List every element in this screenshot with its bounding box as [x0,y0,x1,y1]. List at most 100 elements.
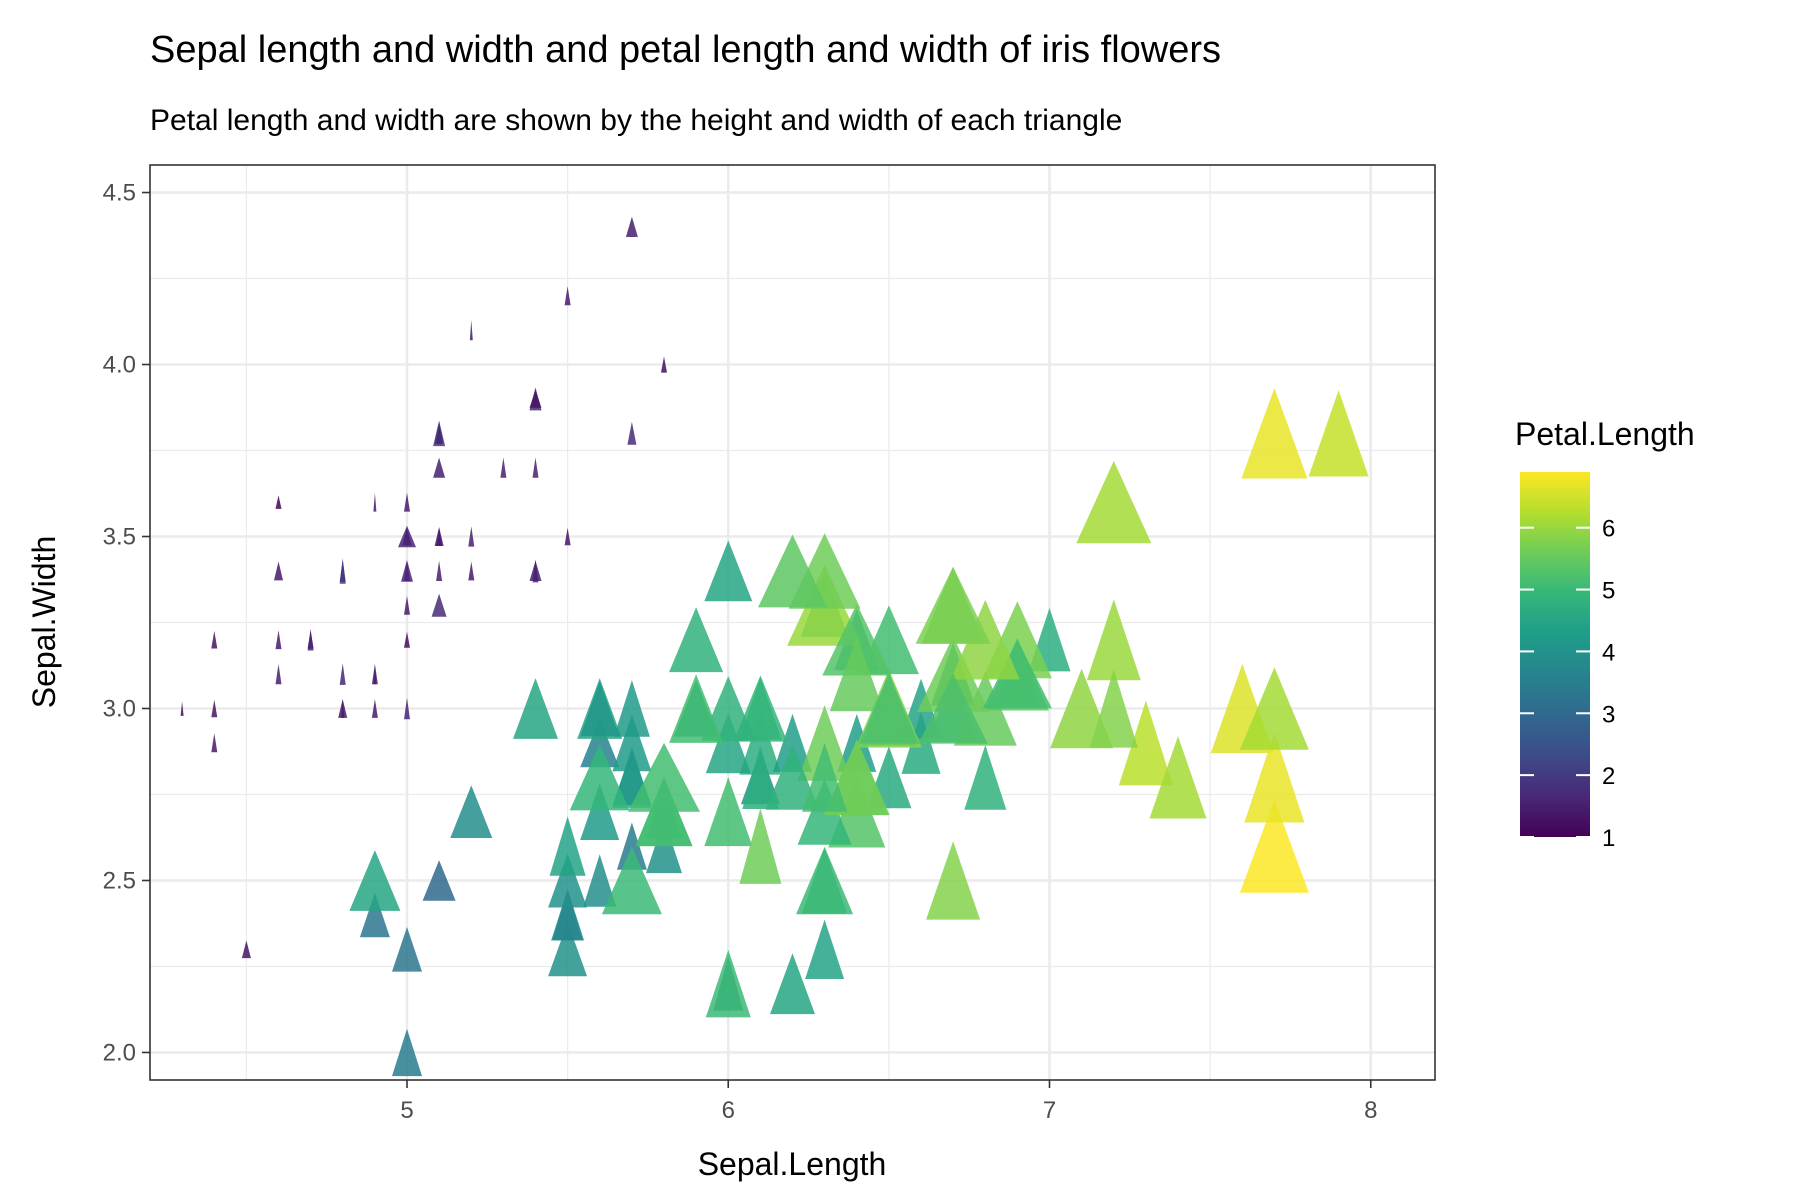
data-point [805,919,845,979]
data-point [1086,599,1141,681]
x-tick-label: 7 [1043,1097,1056,1124]
data-point [1308,390,1369,477]
data-point [436,422,443,445]
data-point [398,525,416,548]
data-point [404,697,410,720]
data-point [773,713,812,772]
data-point [371,699,378,718]
data-point [275,495,282,509]
x-tick-label: 8 [1364,1097,1377,1124]
data-point [580,680,620,737]
data-point [613,680,650,737]
data-point [434,527,444,546]
data-point [211,699,218,718]
data-point [371,664,378,685]
legend-ticks: 1 2 3 4 5 6 [1520,516,1615,852]
data-point [915,566,991,644]
data-point [392,927,422,972]
data-point [964,744,1007,810]
data-point [275,664,282,685]
data-point [705,712,751,774]
y-tick-label: 3.5 [103,524,136,551]
color-legend: Petal.Length 1 2 3 4 5 6 [1515,416,1695,852]
data-point [1118,700,1173,786]
x-tick-label: 5 [400,1097,413,1124]
data-point [468,561,475,581]
data-point [275,630,282,650]
data-point [742,745,779,809]
data-point [548,853,588,908]
data-point [1239,667,1309,750]
data-point [758,534,827,608]
data-point [601,846,662,915]
data-point [549,816,586,876]
data-point [1076,460,1152,544]
data-point [580,718,620,768]
data-point [739,808,782,884]
y-tick-label: 2.0 [103,1039,136,1066]
data-point [616,822,647,870]
chart-title: Sepal length and width and petal length … [150,29,1221,71]
data-point [450,785,493,838]
data-point [180,701,184,716]
data-point [796,846,854,915]
legend-tick-label: 1 [1602,825,1615,852]
y-axis-title: Sepal.Width [26,536,62,709]
data-point [802,742,848,812]
plot-border [149,164,1436,1081]
data-point [704,777,753,847]
data-point [404,595,410,615]
data-point [532,457,539,478]
chart-subtitle: Petal length and width are shown by the … [150,104,1122,137]
data-point [1241,388,1308,479]
data-point [359,892,390,938]
data-point [339,558,346,584]
data-point [241,940,251,959]
data-point [469,320,473,341]
legend-tick-label: 3 [1602,701,1615,728]
data-point [211,630,218,649]
data-point [404,492,410,512]
y-tick-label: 4.0 [103,352,136,379]
data-point [918,673,988,744]
data-point [704,540,753,602]
data-point [431,593,447,617]
legend-title: Petal.Length [1515,416,1695,452]
legend-tick-label: 4 [1602,639,1615,666]
data-point [705,949,751,1018]
data-point [1149,736,1207,819]
data-point [661,356,667,373]
data-point [401,560,413,582]
legend-tick-label: 5 [1602,578,1615,605]
data-point [580,783,620,840]
data-point [274,561,283,581]
data-point [392,1028,422,1077]
data-point [338,699,348,718]
data-point [552,889,583,940]
data-point [529,390,542,408]
data-point [529,560,542,581]
data-point [627,421,637,445]
data-point [635,777,693,847]
data-point [307,628,314,651]
legend-tick-label: 6 [1602,516,1615,543]
data-point [211,733,218,753]
y-tick-label: 4.5 [103,180,136,207]
legend-tick-label: 2 [1602,763,1615,790]
data-point [422,860,456,901]
data-point [669,607,724,673]
legend-colorbar [1520,472,1590,837]
data-point [583,854,617,907]
data-point [349,850,401,911]
data-point [500,457,507,478]
data-point [739,711,782,775]
data-point [669,674,724,743]
data-point [770,953,815,1015]
data-point [436,560,443,581]
data-point [926,841,981,920]
data-point [564,527,571,546]
data-point [765,744,820,810]
data-point [1089,669,1138,748]
data-point [858,673,919,744]
data-point [404,631,410,648]
